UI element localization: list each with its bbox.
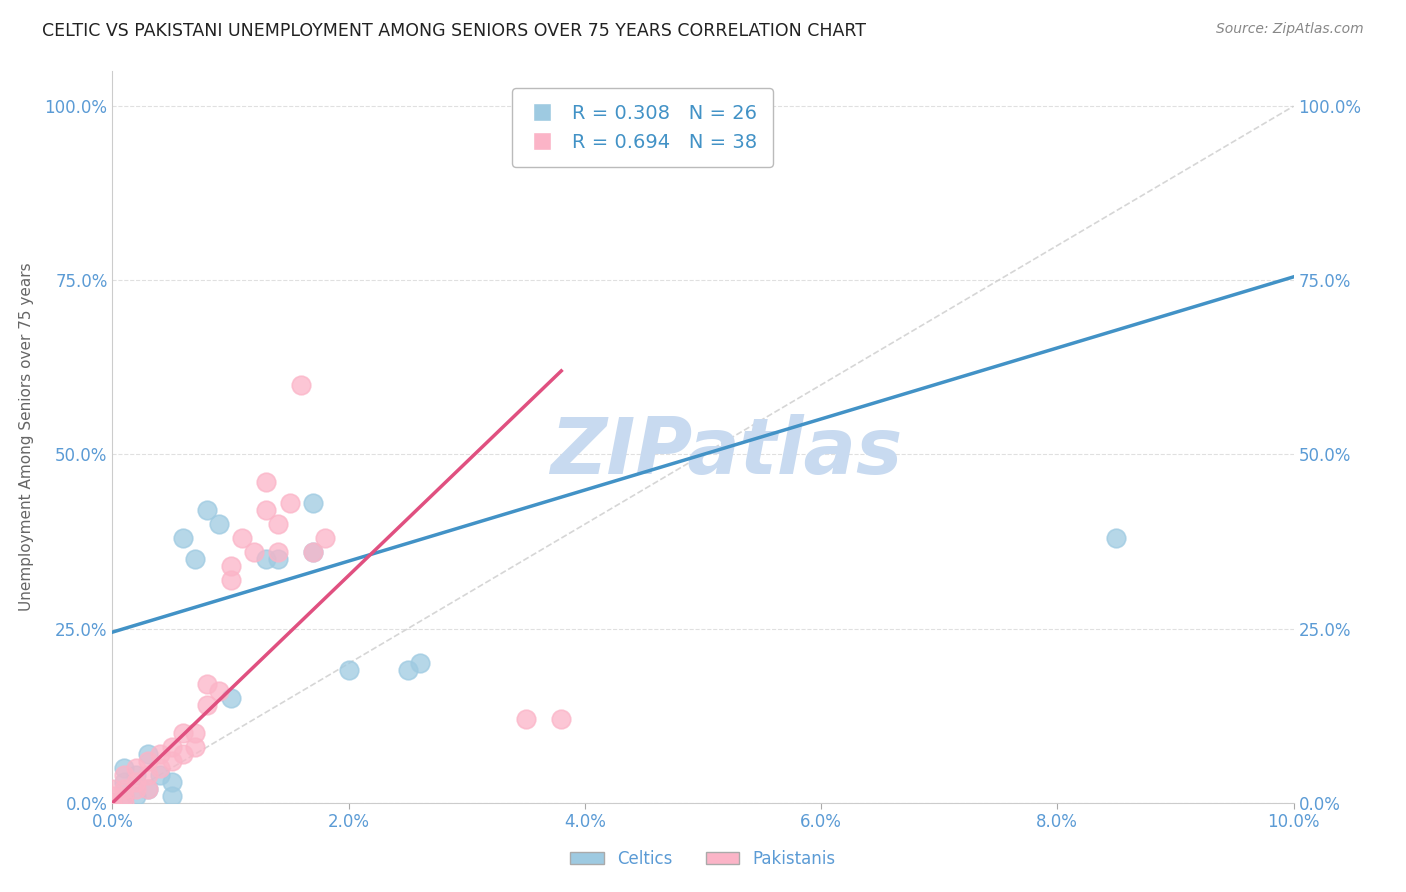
Point xyxy=(515,712,537,726)
Point xyxy=(101,796,124,810)
Point xyxy=(149,761,172,775)
Point xyxy=(160,789,183,803)
Point xyxy=(172,747,194,761)
Point xyxy=(112,775,135,789)
Point xyxy=(101,796,124,810)
Point xyxy=(149,747,172,761)
Point xyxy=(337,664,360,678)
Point xyxy=(125,768,148,782)
Point xyxy=(208,517,231,532)
Text: CELTIC VS PAKISTANI UNEMPLOYMENT AMONG SENIORS OVER 75 YEARS CORRELATION CHART: CELTIC VS PAKISTANI UNEMPLOYMENT AMONG S… xyxy=(42,22,866,40)
Point xyxy=(160,740,183,755)
Point xyxy=(136,747,159,761)
Point xyxy=(125,775,148,789)
Point xyxy=(184,726,207,740)
Point xyxy=(231,531,253,545)
Point xyxy=(254,552,277,566)
Point xyxy=(302,545,325,559)
Point xyxy=(136,781,159,796)
Point xyxy=(195,677,218,691)
Point xyxy=(290,377,312,392)
Point xyxy=(396,664,419,678)
Point xyxy=(184,552,207,566)
Point xyxy=(267,545,290,559)
Point xyxy=(243,545,266,559)
Point xyxy=(101,796,124,810)
Point xyxy=(112,789,135,803)
Point xyxy=(125,781,148,796)
Point xyxy=(112,761,135,775)
Point xyxy=(172,531,194,545)
Point xyxy=(112,768,135,782)
Point xyxy=(112,796,135,810)
Point xyxy=(550,712,572,726)
Point xyxy=(101,789,124,803)
Point xyxy=(136,781,159,796)
Point xyxy=(302,545,325,559)
Point xyxy=(172,726,194,740)
Text: Source: ZipAtlas.com: Source: ZipAtlas.com xyxy=(1216,22,1364,37)
Text: ZIPatlas: ZIPatlas xyxy=(551,414,903,490)
Point xyxy=(219,558,242,573)
Point xyxy=(219,573,242,587)
Point xyxy=(112,789,135,803)
Point xyxy=(195,503,218,517)
Point xyxy=(219,691,242,706)
Point xyxy=(195,698,218,713)
Point xyxy=(254,475,277,490)
Point xyxy=(125,789,148,803)
Point xyxy=(278,496,301,510)
Point xyxy=(136,754,159,768)
Point xyxy=(160,775,183,789)
Point xyxy=(112,781,135,796)
Point xyxy=(101,796,124,810)
Point xyxy=(302,496,325,510)
Point xyxy=(314,531,336,545)
Point xyxy=(267,552,290,566)
Point xyxy=(136,768,159,782)
Point xyxy=(184,740,207,755)
Y-axis label: Unemployment Among Seniors over 75 years: Unemployment Among Seniors over 75 years xyxy=(18,263,34,611)
Legend: R = 0.308   N = 26, R = 0.694   N = 38: R = 0.308 N = 26, R = 0.694 N = 38 xyxy=(512,88,773,167)
Point xyxy=(408,657,430,671)
Point xyxy=(1105,531,1128,545)
Point xyxy=(101,781,124,796)
Point xyxy=(208,684,231,698)
Point xyxy=(125,761,148,775)
Point xyxy=(149,768,172,782)
Point xyxy=(267,517,290,532)
Point xyxy=(160,754,183,768)
Point xyxy=(254,503,277,517)
Legend: Celtics, Pakistanis: Celtics, Pakistanis xyxy=(564,844,842,875)
